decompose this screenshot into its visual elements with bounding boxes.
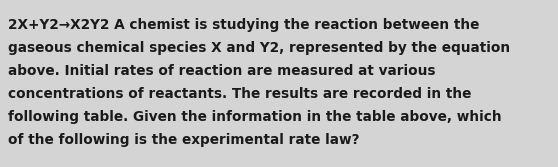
Text: concentrations of reactants. The results are recorded in the: concentrations of reactants. The results… xyxy=(8,87,472,101)
Text: gaseous chemical species X and Y2, represented by the equation: gaseous chemical species X and Y2, repre… xyxy=(8,41,510,55)
Text: of the following is the experimental rate law?: of the following is the experimental rat… xyxy=(8,133,359,147)
Text: above. Initial rates of reaction are measured at various: above. Initial rates of reaction are mea… xyxy=(8,64,435,78)
Text: 2X+Y2→X2Y2 A chemist is studying the reaction between the: 2X+Y2→X2Y2 A chemist is studying the rea… xyxy=(8,18,479,32)
Text: following table. Given the information in the table above, which: following table. Given the information i… xyxy=(8,110,502,124)
